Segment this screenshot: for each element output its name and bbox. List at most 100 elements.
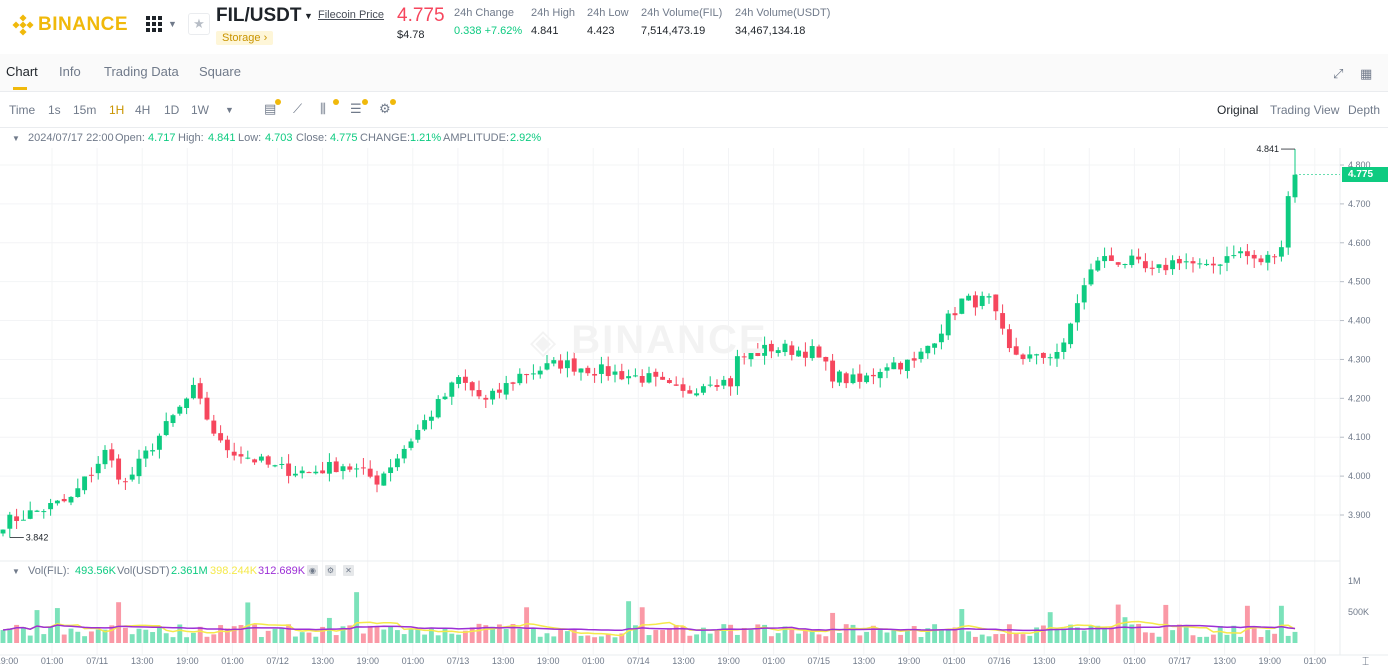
tab-square[interactable]: Square <box>199 64 241 79</box>
y-tick-label: 4.500 <box>1348 277 1371 287</box>
settings-list-icon[interactable]: ☰ <box>350 101 362 116</box>
candle <box>1292 174 1298 198</box>
candle <box>1115 262 1121 265</box>
interval-1w[interactable]: 1W <box>191 103 209 117</box>
volume-bar <box>449 633 455 643</box>
volume-bar <box>143 629 149 643</box>
apps-grid-icon[interactable] <box>146 16 162 32</box>
volume-bar <box>306 632 312 643</box>
tab-chart[interactable]: Chart <box>6 64 38 79</box>
volume-bar <box>1244 605 1250 643</box>
view-trading-view[interactable]: Trading View <box>1270 103 1340 117</box>
volume-bar <box>1108 627 1114 643</box>
volume-bar <box>1088 625 1094 643</box>
candle <box>1061 342 1067 352</box>
interval-4h[interactable]: 4H <box>135 103 151 117</box>
pair-chevron-down-icon[interactable]: ▼ <box>304 11 313 21</box>
candle <box>163 421 169 436</box>
candle <box>102 449 108 465</box>
candle <box>748 352 754 360</box>
volume-bar <box>163 633 169 643</box>
volume-bar <box>456 634 462 643</box>
volume-bar <box>272 628 278 643</box>
volume-bar <box>252 624 258 643</box>
vol-close-icon[interactable]: ✕ <box>343 565 354 576</box>
volume-bar <box>748 629 754 643</box>
pair-selector[interactable]: FIL/USDT <box>216 5 302 26</box>
volume-collapse-icon[interactable]: ▼ <box>12 567 20 576</box>
candle <box>551 360 557 364</box>
volume-bar <box>48 626 54 643</box>
calendar-icon[interactable]: ▤ <box>264 101 277 116</box>
candle <box>197 383 203 399</box>
candle <box>231 451 237 456</box>
candle <box>755 352 761 357</box>
volume-bar <box>898 634 904 643</box>
binance-logo[interactable]: BINANCE <box>12 14 128 36</box>
top-header: BINANCE ▼ ★ FIL/USDT ▼ Filecoin Price St… <box>0 0 1388 54</box>
vol-settings-icon[interactable]: ⚙ <box>325 565 336 576</box>
candle <box>564 360 570 369</box>
candle <box>1176 258 1182 264</box>
volume-bar <box>1081 630 1087 643</box>
candle <box>979 295 985 306</box>
vol-usdt-value: 2.361M <box>171 565 208 577</box>
time-label[interactable]: Time <box>9 103 36 117</box>
candle <box>789 345 795 355</box>
fullscreen-icon[interactable]: ⤢ <box>1333 66 1344 81</box>
amplitude-value: 2.92% <box>510 132 542 144</box>
volume-bar <box>415 629 421 643</box>
volume-bar <box>666 628 672 643</box>
candle <box>517 373 523 384</box>
view-depth[interactable]: Depth <box>1348 103 1381 117</box>
volume-bar <box>61 634 67 643</box>
candle <box>959 298 965 314</box>
interval-chevron-down-icon[interactable]: ▼ <box>225 105 234 115</box>
candle <box>1081 285 1087 303</box>
tab-info[interactable]: Info <box>59 64 81 79</box>
interval-1h[interactable]: 1H <box>109 103 125 117</box>
candle <box>1170 260 1176 270</box>
candle <box>1204 263 1210 266</box>
x-tick-label: 01:00 <box>1304 656 1327 666</box>
stat-value: 34,467,134.18 <box>735 25 806 37</box>
gear-icon[interactable]: ⚙ <box>379 101 391 116</box>
indicator-icon[interactable]: ⟋ <box>293 101 303 116</box>
candle <box>530 373 536 375</box>
apps-chevron-down-icon[interactable]: ▼ <box>168 19 177 29</box>
vol-visibility-icon[interactable]: ◉ <box>307 565 318 576</box>
volume-bar <box>388 626 394 643</box>
candle <box>1197 263 1203 265</box>
candle <box>836 371 842 383</box>
x-tick-label: 19:00 <box>1078 656 1101 666</box>
stat-24h-high: 24h High 4.841 <box>531 7 575 37</box>
candle <box>734 356 740 387</box>
x-tick-label: 13:00 <box>1033 656 1056 666</box>
candle-type-icon[interactable]: ⫼ <box>320 101 326 116</box>
interval-1d[interactable]: 1D <box>164 103 180 117</box>
last-price: 4.775 <box>397 5 445 26</box>
interval-15m[interactable]: 15m <box>73 103 97 117</box>
volume-bar <box>27 635 33 643</box>
interval-1s[interactable]: 1s <box>48 103 61 117</box>
volume-bar <box>1190 635 1196 643</box>
notify-dot <box>390 99 396 105</box>
volume-bar <box>20 627 26 643</box>
category-tag[interactable]: Storage › <box>216 31 274 45</box>
candle <box>598 364 604 374</box>
layout-icon[interactable]: ▦ <box>1360 66 1373 81</box>
favorite-star-icon[interactable]: ★ <box>188 13 210 35</box>
view-original[interactable]: Original <box>1217 103 1259 117</box>
ohlc-collapse-icon[interactable]: ▼ <box>12 134 20 143</box>
candle <box>884 367 890 371</box>
candlestick-chart[interactable]: 4.800 4.700 4.600 4.500 4.400 4.300 4.200 4.100… <box>0 128 1388 669</box>
tab-trading-data[interactable]: Trading Data <box>104 64 179 79</box>
candle <box>1210 263 1216 266</box>
candle <box>1217 264 1223 266</box>
candle <box>292 473 298 476</box>
stat-label: 24h High <box>531 7 576 19</box>
change-value: 1.21% <box>410 132 442 144</box>
candle <box>1258 258 1264 263</box>
coin-price-link[interactable]: Filecoin Price <box>318 9 385 21</box>
candle <box>986 296 992 298</box>
